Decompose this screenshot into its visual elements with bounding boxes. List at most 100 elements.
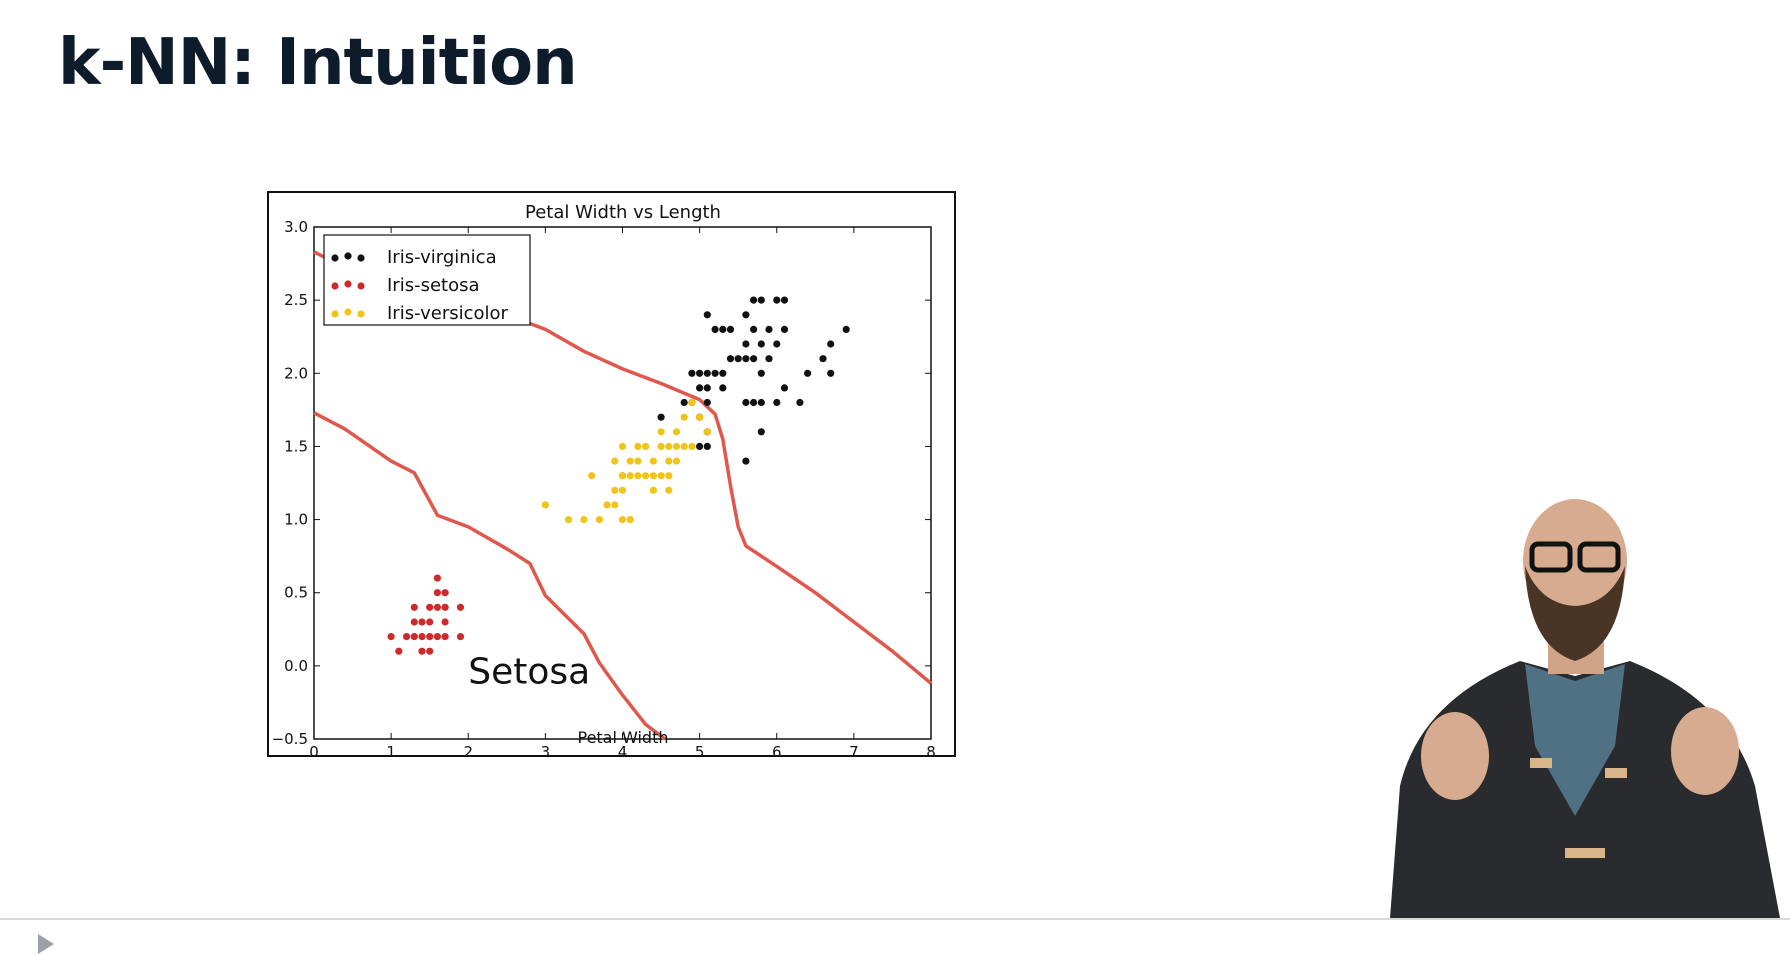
data-point [410,618,418,626]
data-point [719,325,727,333]
legend-label: Iris-virginica [387,247,497,268]
data-point [665,472,673,480]
data-point [410,633,418,641]
data-point [703,384,711,392]
y-tick-label: 1.0 [284,511,308,529]
data-point [750,355,758,363]
y-tick-label: 2.5 [284,291,308,309]
data-point [819,355,827,363]
decision-boundary-line [313,411,666,741]
data-point [665,486,673,494]
y-tick-label: 2.0 [284,364,308,382]
legend-marker [344,280,352,288]
data-point [742,340,750,348]
data-point [433,574,441,582]
data-point [395,647,403,655]
setosa-annotation: Setosa [468,651,590,692]
data-point [642,442,650,450]
data-point [726,355,735,363]
data-point [688,442,696,450]
data-point [842,325,850,333]
data-point [387,633,395,641]
data-point [757,369,765,377]
data-point [541,501,549,509]
x-axis-label: Petal Width [577,728,668,747]
data-point [703,398,711,407]
x-tick-label: 7 [849,743,859,755]
data-point [742,398,750,407]
data-point [742,311,750,319]
legend: Iris-virginica Iris-setosa Iris-versicolor [323,234,531,326]
data-point [696,413,704,421]
data-point [626,472,634,480]
chart-svg: Petal Width vs Length 0 1 2 3 4 5 6 7 8 −0.5 0.0 0.… [272,202,936,755]
data-point [703,311,711,319]
data-point [757,428,765,436]
legend-marker [331,310,339,318]
data-point [433,603,441,611]
y-tick-label: 3.0 [284,218,308,236]
legend-label: Iris-setosa [387,275,480,296]
axis-ticks: 0 1 2 3 4 5 6 7 8 −0.5 0.0 0.5 1.0 1.5 2.0 2.5 3.0 [272,218,936,755]
data-point [588,472,596,480]
data-point [719,384,727,392]
data-point [418,633,426,641]
data-point [618,486,627,494]
data-point [611,457,619,465]
data-point [780,325,789,333]
data-point [773,398,781,407]
data-point [665,442,673,450]
x-tick-label: 1 [386,743,396,755]
data-point [595,516,603,524]
data-point [418,618,426,626]
data-point [696,369,704,377]
data-point [441,618,449,626]
data-point [426,647,434,655]
data-point [672,457,681,465]
play-icon[interactable] [38,934,54,954]
data-point [750,325,758,333]
data-point [688,369,696,377]
data-point [603,501,611,509]
data-point [642,472,650,480]
data-point [742,457,750,465]
x-tick-label: 4 [618,743,628,755]
y-tick-label: −0.5 [272,730,308,748]
data-point [618,516,627,524]
data-point [564,516,573,524]
data-point [649,457,657,465]
chart-title: Petal Width vs Length [525,202,721,223]
data-point [426,603,434,611]
presenter-beard [1525,566,1625,661]
data-point [433,633,441,641]
data-point [580,516,588,524]
glasses-icon [1577,541,1621,573]
y-tick-label: 1.5 [284,437,308,455]
data-point [726,325,735,333]
data-point [680,442,688,450]
data-point [780,296,789,304]
data-point [657,428,665,436]
x-tick-label: 3 [541,743,551,755]
data-point [688,398,696,407]
x-tick-label: 6 [772,743,782,755]
data-point [672,442,681,450]
data-point [696,384,704,392]
legend-marker [357,254,365,262]
data-point [649,486,657,494]
data-point [796,398,804,407]
data-point [626,516,634,524]
legend-marker [357,282,365,290]
jacket-toggle-icon [1530,758,1552,768]
data-point [711,369,719,377]
data-point [611,501,619,509]
data-point [680,413,688,421]
data-point [757,340,765,348]
x-tick-label: 0 [309,743,319,755]
data-point [742,355,750,363]
presenter-right-hand [1671,707,1739,795]
data-point [418,647,426,655]
data-point [711,325,719,333]
data-point [757,398,765,407]
x-tick-label: 2 [463,743,473,755]
